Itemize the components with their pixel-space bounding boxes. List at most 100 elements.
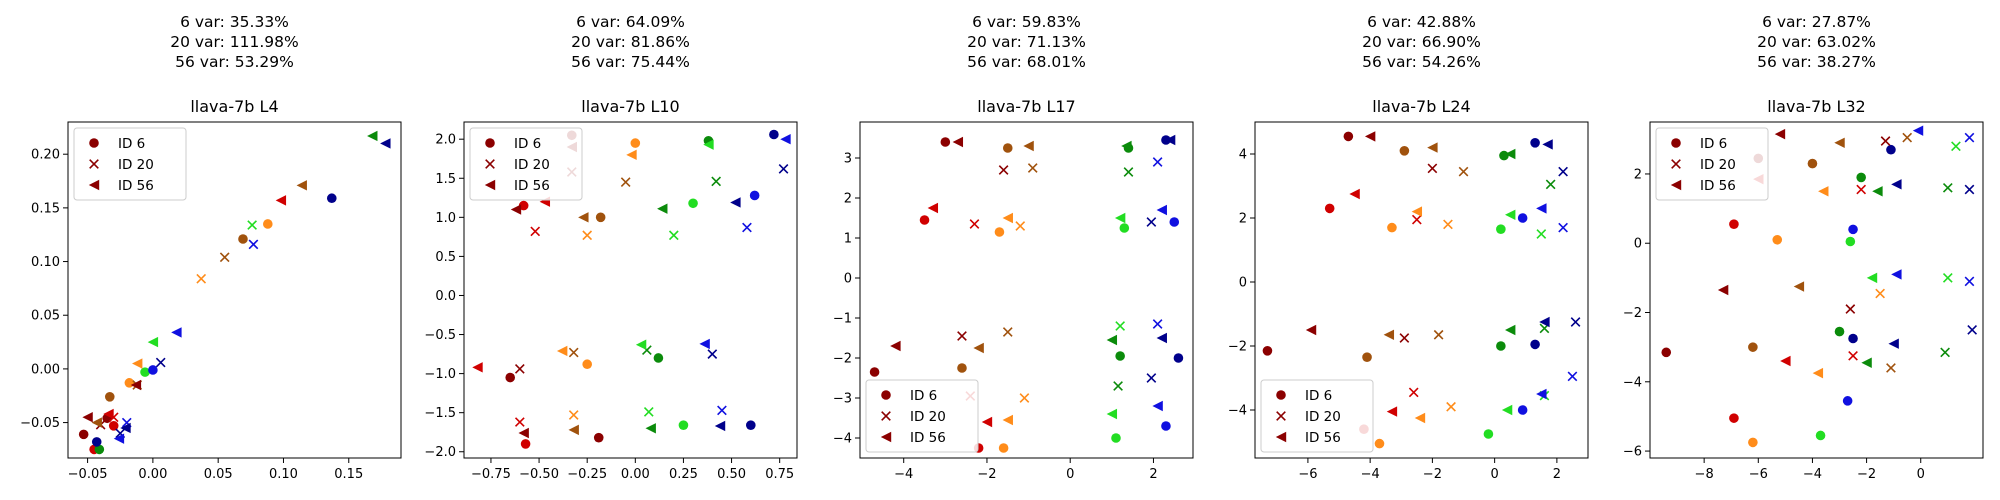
point-id-20	[1446, 401, 1456, 412]
legend-marker	[485, 159, 495, 169]
variance-header-line: 6 var: 64.09%	[576, 13, 685, 31]
y-tick-label: −1	[833, 312, 852, 327]
point-id-20	[1875, 288, 1885, 299]
legend-box	[1260, 379, 1374, 453]
point-id-56	[1156, 332, 1167, 344]
legend-label: ID 6	[118, 136, 145, 152]
point-id-56	[1504, 209, 1516, 220]
variance-header-line: 6 var: 42.88%	[1367, 13, 1476, 31]
point-id-56	[780, 133, 791, 145]
y-tick-label: −4	[1228, 404, 1247, 419]
legend-marker	[88, 179, 100, 191]
point-id-20	[582, 230, 593, 241]
point-id-56	[132, 358, 143, 369]
point-id-56	[1780, 355, 1791, 367]
point-id-6	[1324, 203, 1335, 214]
point-id-56	[120, 422, 131, 434]
point-id-56	[1305, 324, 1317, 336]
point-id-56	[1427, 142, 1438, 153]
x-tick-label: −0.75	[471, 467, 511, 482]
y-tick-label: −1.0	[424, 367, 456, 382]
point-id-6	[1848, 333, 1858, 344]
point-id-56	[103, 408, 114, 420]
point-id-20	[1570, 317, 1581, 327]
point-id-20	[957, 331, 967, 341]
point-id-20	[1558, 166, 1568, 177]
y-tick-label: 0.05	[31, 309, 60, 324]
point-id-56	[1411, 206, 1423, 217]
subplot-2: 6 var: 64.09% 20 var: 81.86% 56 var: 75.44…	[424, 13, 798, 482]
y-tick-label: 1.5	[435, 172, 456, 187]
variance-header-line: 20 var: 71.13%	[967, 33, 1086, 51]
point-id-20	[1115, 321, 1126, 331]
point-id-56	[1504, 324, 1516, 336]
point-id-20	[219, 252, 230, 263]
point-id-56	[1364, 131, 1376, 142]
point-id-56	[510, 204, 522, 215]
point-id-20	[1967, 324, 1978, 335]
point-id-20	[1880, 136, 1891, 146]
point-id-20	[1886, 363, 1896, 373]
point-id-6	[1834, 326, 1845, 337]
legend-marker	[1276, 390, 1286, 400]
point-id-6	[1729, 219, 1739, 229]
y-tick-label: −2.0	[424, 445, 456, 460]
point-id-6	[1848, 224, 1858, 235]
variance-header-line: 20 var: 111.98%	[170, 33, 299, 51]
point-id-20	[248, 239, 259, 250]
point-id-20	[1146, 217, 1157, 227]
point-id-20	[514, 364, 525, 374]
point-id-6	[1729, 413, 1739, 423]
subplot-title: llava-7b L24	[1372, 97, 1470, 116]
point-id-6	[919, 215, 930, 225]
legend-marker	[881, 390, 891, 400]
legend-box	[73, 127, 187, 201]
point-id-20	[1845, 304, 1856, 314]
y-tick-label: 0	[1239, 276, 1247, 291]
legend: ID 6 ID 20 ID 56	[469, 127, 583, 201]
y-tick-label: −0.5	[424, 328, 456, 343]
point-id-6	[263, 219, 273, 229]
legend-label: ID 56	[1700, 178, 1736, 194]
legend-marker	[485, 138, 495, 148]
point-id-6	[1002, 143, 1013, 153]
point-id-6	[1530, 339, 1540, 350]
point-id-56	[981, 416, 993, 428]
point-id-6	[124, 378, 135, 388]
x-tick-label: −4	[1803, 467, 1822, 482]
point-id-20	[1940, 347, 1950, 358]
point-id-20	[1964, 184, 1975, 195]
legend: ID 6 ID 20 ID 56	[865, 379, 979, 453]
point-id-20	[643, 407, 654, 417]
point-id-6	[1499, 150, 1509, 161]
x-tick-label: −4	[894, 467, 913, 482]
legend-label: ID 56	[118, 178, 154, 194]
y-tick-label: 3	[844, 152, 852, 167]
point-id-56	[703, 139, 714, 150]
point-id-56	[1414, 412, 1426, 424]
y-tick-label: −1.5	[424, 406, 456, 421]
y-tick-label: 2	[1239, 212, 1247, 227]
legend-label: ID 20	[118, 157, 154, 173]
point-id-56	[568, 424, 579, 436]
point-id-6	[1517, 405, 1528, 415]
x-tick-label: 0	[1066, 467, 1074, 482]
point-id-20	[1545, 179, 1556, 190]
subplot-title: llava-7b L32	[1767, 97, 1865, 116]
point-id-56	[1774, 128, 1786, 140]
point-id-6	[593, 432, 604, 443]
point-id-20	[998, 165, 1009, 175]
point-id-6	[1343, 131, 1354, 142]
point-id-6	[746, 420, 756, 430]
point-id-56	[472, 362, 483, 373]
point-id-56	[1386, 406, 1398, 417]
point-id-6	[94, 444, 105, 455]
point-id-20	[1123, 167, 1134, 177]
axes-frame	[859, 121, 1194, 459]
y-tick-label: −2	[1623, 306, 1642, 321]
variance-header-line: 20 var: 81.86%	[571, 33, 690, 51]
point-id-56	[1164, 134, 1176, 146]
point-id-56	[367, 130, 378, 142]
point-id-20	[1536, 229, 1547, 239]
point-id-20	[969, 219, 980, 229]
